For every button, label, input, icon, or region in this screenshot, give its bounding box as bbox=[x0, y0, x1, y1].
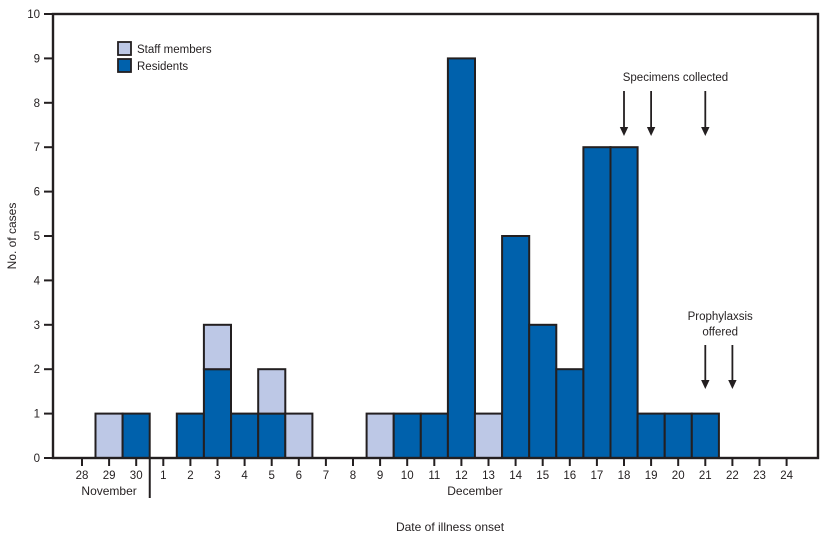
bar-5-staff-members bbox=[257, 368, 287, 415]
annotation-arrowhead-specimens-collected bbox=[619, 127, 629, 136]
bar-13-staff-members bbox=[473, 412, 503, 460]
x-tick-label: 19 bbox=[645, 470, 658, 482]
x-tick-label: 18 bbox=[618, 470, 631, 482]
y-tick-label: 3 bbox=[34, 320, 40, 332]
y-tick-label: 9 bbox=[34, 53, 40, 65]
x-tick-label: 3 bbox=[214, 470, 220, 482]
bar-29-staff-members bbox=[94, 412, 124, 460]
bar-14-residents bbox=[501, 235, 531, 459]
bar-3-staff-members bbox=[202, 323, 232, 371]
month-label: November bbox=[81, 484, 136, 498]
x-tick-label: 12 bbox=[455, 470, 468, 482]
y-axis-title: No. of cases bbox=[5, 203, 19, 270]
legend-swatch-staff-members bbox=[117, 41, 132, 56]
x-tick-label: 20 bbox=[672, 470, 685, 482]
x-tick-label: 29 bbox=[103, 470, 116, 482]
x-tick-label: 2 bbox=[187, 470, 193, 482]
bar-15-residents bbox=[528, 323, 558, 459]
bar-10-residents bbox=[392, 412, 422, 460]
bar-12-residents bbox=[446, 57, 476, 460]
bar-19-residents bbox=[636, 412, 666, 460]
x-tick-label: 1 bbox=[160, 470, 166, 482]
y-tick-label: 1 bbox=[34, 409, 40, 421]
x-tick-label: 22 bbox=[726, 470, 739, 482]
legend-swatch-residents bbox=[117, 58, 132, 73]
bar-4-residents bbox=[230, 412, 260, 460]
y-tick-label: 8 bbox=[34, 98, 40, 110]
x-tick-label: 24 bbox=[780, 470, 793, 482]
annotation-text-prophylaxis-offered: offered bbox=[702, 327, 738, 339]
bar-6-staff-members bbox=[284, 412, 314, 460]
x-tick-label: 16 bbox=[563, 470, 576, 482]
bar-17-residents bbox=[582, 146, 612, 459]
annotation-arrowhead-prophylaxis-offered bbox=[701, 380, 710, 389]
x-tick-label: 11 bbox=[428, 470, 440, 482]
bar-3-residents bbox=[202, 368, 232, 460]
bar-2-residents bbox=[175, 412, 205, 460]
bar-18-residents bbox=[609, 146, 639, 459]
y-tick-label: 0 bbox=[34, 453, 40, 465]
annotation-text-prophylaxis-offered: Prophylaxsis bbox=[688, 311, 753, 323]
y-tick-label: 4 bbox=[34, 275, 41, 287]
annotation-arrowhead-prophylaxis-offered bbox=[728, 380, 737, 389]
x-tick-label: 23 bbox=[753, 470, 766, 482]
bar-16-residents bbox=[555, 368, 585, 460]
x-tick-label: 28 bbox=[76, 470, 89, 482]
y-tick-label: 5 bbox=[34, 231, 40, 243]
month-label: December bbox=[447, 484, 502, 498]
x-tick-label: 17 bbox=[591, 470, 604, 482]
y-tick-label: 6 bbox=[34, 187, 40, 199]
x-tick-label: 5 bbox=[268, 470, 274, 482]
legend-label: Residents bbox=[137, 61, 188, 73]
bar-5-residents bbox=[257, 412, 287, 460]
x-tick-label: 21 bbox=[699, 470, 712, 482]
annotation-text-specimens-collected: Specimens collected bbox=[623, 72, 728, 84]
bar-30-residents bbox=[121, 412, 151, 460]
x-tick-label: 6 bbox=[296, 470, 302, 482]
x-axis-title: Date of illness onset bbox=[396, 520, 505, 534]
bar-20-residents bbox=[663, 412, 693, 460]
x-tick-label: 4 bbox=[241, 470, 248, 482]
bar-21-residents bbox=[690, 412, 720, 460]
bar-9-staff-members bbox=[365, 412, 395, 460]
x-tick-label: 10 bbox=[401, 470, 414, 482]
legend-label: Staff members bbox=[137, 44, 212, 56]
bar-11-residents bbox=[419, 412, 449, 460]
x-tick-label: 15 bbox=[536, 470, 549, 482]
x-tick-label: 30 bbox=[130, 470, 143, 482]
x-tick-label: 9 bbox=[377, 470, 383, 482]
x-tick-label: 7 bbox=[323, 470, 329, 482]
x-tick-label: 8 bbox=[350, 470, 356, 482]
y-tick-label: 7 bbox=[34, 142, 40, 154]
y-tick-label: 2 bbox=[34, 364, 40, 376]
x-tick-label: 13 bbox=[482, 470, 495, 482]
annotation-arrowhead-specimens-collected bbox=[701, 127, 710, 136]
annotation-arrowhead-specimens-collected bbox=[646, 127, 656, 136]
y-tick-label: 10 bbox=[27, 9, 40, 21]
x-tick-label: 14 bbox=[509, 470, 522, 482]
